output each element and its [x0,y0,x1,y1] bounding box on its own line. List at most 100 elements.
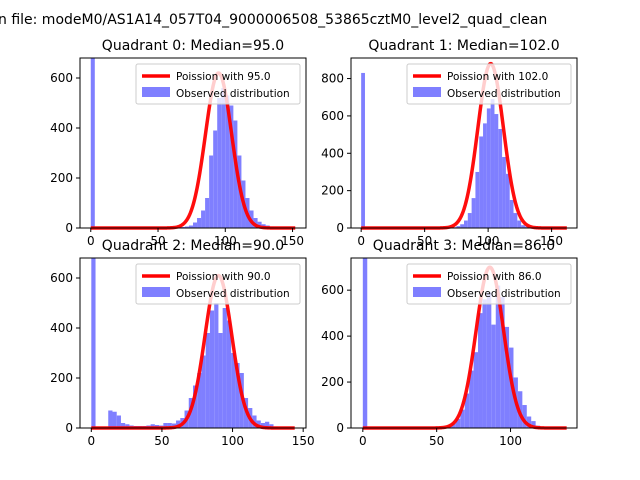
y-tick-label: 0 [65,421,73,435]
histogram-bar [197,218,202,228]
legend-observed-label: Observed distribution [176,88,290,100]
histogram-bar [451,423,456,428]
legend-box [135,263,301,305]
histogram-bar [460,409,465,428]
y-tick-label: 400 [321,146,344,160]
histogram-bar [522,405,527,428]
histogram-bar [526,416,532,428]
x-tick-label: 100 [214,234,237,248]
legend-observed-label: Observed distribution [447,88,561,100]
histogram-bar [482,299,487,428]
axes-frame [79,257,307,429]
histogram-bar [229,105,234,228]
histogram-bar [112,411,117,428]
legend: Poission with 86.0 Observed distribution [406,263,572,305]
histogram-bar [209,310,215,428]
quadrant-title: Quadrant 0: Median=95.0 [102,38,284,54]
x-tick-label: 150 [540,234,563,248]
histogram-bar [491,324,496,428]
quadrant-panel-2: 0 50 100 150 0 200 400 600 Poission with 90.0 Obs… [50,238,315,448]
histogram-bar [460,224,464,228]
histogram-bar [108,410,113,428]
histogram-bar [213,130,218,228]
y-tick-label: 600 [321,283,344,297]
axes-frame [350,57,578,229]
x-tick-label: 0 [87,434,95,448]
legend: Poission with 102.0 Observed distribution [406,63,572,105]
axes-frame [350,257,578,429]
histogram-bar [478,313,483,428]
histogram-bar [502,157,506,228]
y-tick-label: 200 [50,371,73,385]
histogram-bar [205,198,210,228]
histogram-bar [193,222,198,228]
y-tick-label: 0 [65,221,73,235]
histogram-bar [225,95,230,228]
quadrant-panel-3: 0 50 100 0 200 400 600 Poission with 86.0 Observ… [321,238,578,448]
histogram-bar [214,303,219,428]
histogram-bar [265,421,270,428]
y-tick-label: 800 [321,72,344,86]
histogram-bar [205,333,210,428]
legend-bar-swatch [142,87,170,97]
histogram-bars [361,72,541,228]
histogram-bar [120,423,126,428]
histogram-bar [125,424,130,428]
histogram-bar [176,420,181,428]
histogram-bar [235,363,240,428]
histogram-bar [197,373,202,428]
quadrant-title: Quadrant 2: Median=90.0 [102,238,284,254]
legend-observed-label: Observed distribution [176,288,290,300]
histogram-bar [521,225,525,228]
histogram-bar [475,171,480,228]
x-tick-label: 100 [221,434,244,448]
legend-box [135,63,301,105]
quadrant-panel-1: 0 50 100 150 0 200 400 600 800 Poission with 102.… [321,38,578,248]
quadrant-panel-0: 0 50 100 150 0 200 400 600 Poission with 95.0 Obs… [50,38,307,248]
y-tick-label: 400 [50,121,73,135]
legend: Poission with 90.0 Observed distribution [135,263,301,305]
histogram-bar [464,220,468,228]
histogram-bar [231,353,236,428]
histogram-bar [233,120,238,228]
legend-fit-label: Poission with 102.0 [447,71,548,83]
histogram-bar [498,128,503,228]
histogram-bar [257,221,262,228]
y-tick-label: 200 [321,375,344,389]
legend-bar-swatch [413,87,441,97]
histogram-bar [473,352,479,428]
quadrant-title: Quadrant 3: Median=86.0 [373,238,555,254]
y-tick-label: 0 [336,421,344,435]
x-tick-label: 50 [417,234,432,248]
histogram-bar [490,99,495,228]
histogram-bar [193,385,198,428]
histogram-bar [184,226,189,228]
histogram-bar [456,226,461,228]
histogram-bar [467,213,472,228]
axes-frame [79,57,307,229]
legend-box [406,263,572,305]
histogram-bar [524,226,529,228]
legend-bar-swatch [142,287,170,297]
x-tick-label: 0 [357,234,365,248]
histogram-bar [495,285,501,428]
x-tick-label: 100 [477,234,500,248]
panels-group: 0 50 100 150 0 200 400 600 Poission with 95.0 Obs… [50,38,578,448]
histogram-bar [188,225,193,228]
histogram-bar [361,72,365,228]
histogram-bar [167,423,172,428]
histogram-bar [201,355,206,428]
histogram-bar [116,415,121,428]
histogram-bar [486,108,491,228]
histogram-bar [500,297,505,428]
histogram-bar [505,173,510,228]
histogram-bar [256,420,261,428]
histogram-bar [517,220,522,228]
y-tick-label: 0 [336,221,344,235]
x-tick-label: 50 [429,434,444,448]
y-tick-label: 600 [50,71,73,85]
x-tick-label: 50 [154,434,169,448]
histogram-bar [217,98,222,228]
histogram-bar [201,210,206,228]
x-tick-label: 0 [87,234,95,248]
